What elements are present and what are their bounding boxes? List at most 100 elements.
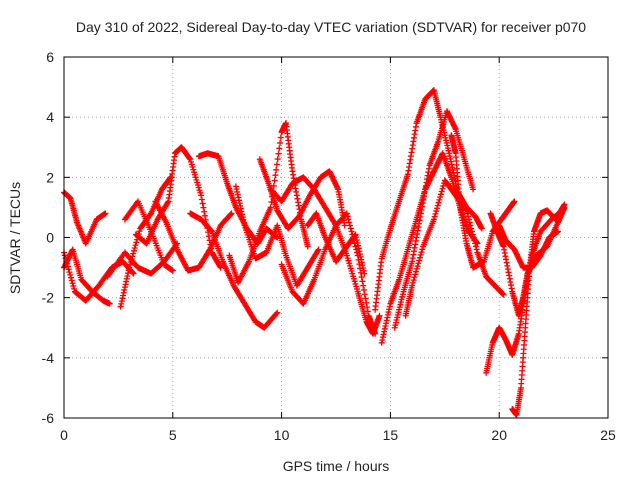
series-track-25 (496, 222, 561, 271)
y-tick-label: 6 (46, 49, 54, 65)
data-point (341, 222, 348, 229)
data-point (471, 237, 478, 244)
data-point (364, 304, 371, 311)
series-track-6 (121, 198, 176, 274)
data-point (127, 261, 134, 268)
data-point (343, 210, 350, 217)
data-point (409, 279, 416, 286)
data-point (70, 283, 77, 290)
data-point (71, 285, 78, 292)
data-point (432, 210, 439, 217)
data-point (419, 246, 426, 253)
data-point (127, 258, 134, 265)
data-point (344, 213, 351, 220)
data-point (348, 228, 355, 235)
data-point (267, 204, 274, 211)
data-point (130, 250, 137, 257)
data-point (468, 225, 475, 232)
data-point (274, 309, 281, 316)
data-point (437, 191, 444, 198)
data-point (413, 265, 420, 272)
data-point (462, 206, 469, 213)
data-point (364, 308, 371, 315)
data-point (469, 231, 476, 238)
data-point (69, 280, 76, 287)
data-point (438, 188, 445, 195)
data-point (68, 277, 75, 284)
data-point (275, 150, 282, 157)
data-point (413, 268, 420, 275)
data-point (361, 291, 368, 298)
data-point (277, 134, 284, 141)
data-point (414, 263, 421, 270)
data-point (133, 239, 140, 246)
data-point (434, 202, 441, 209)
data-point (434, 205, 441, 212)
y-tick-label: 4 (46, 109, 54, 125)
data-point (470, 186, 477, 193)
y-tick-label: 2 (46, 169, 54, 185)
data-point (412, 271, 419, 278)
data-point (64, 260, 71, 267)
data-point (466, 219, 473, 226)
y-tick-label: -2 (42, 290, 55, 306)
data-point (65, 266, 72, 273)
data-point (478, 225, 485, 232)
data-point (416, 257, 423, 264)
x-tick-label: 20 (491, 427, 507, 443)
data-point (409, 282, 416, 289)
data-point (277, 139, 284, 146)
x-tick-label: 0 (60, 427, 68, 443)
data-point (437, 194, 444, 201)
data-point (131, 245, 138, 252)
data-point (345, 216, 352, 223)
data-point (417, 251, 424, 258)
data-point (67, 274, 74, 281)
series-track-19 (391, 108, 477, 331)
data-point (201, 212, 208, 219)
data-point (227, 211, 234, 218)
series-track-10 (187, 210, 281, 331)
x-tick-label: 10 (274, 427, 290, 443)
data-point (274, 156, 281, 163)
data-point (201, 208, 208, 215)
data-point (132, 242, 139, 249)
data-point (130, 270, 137, 277)
x-tick-label: 5 (169, 427, 177, 443)
data-point (346, 222, 353, 229)
data-point (376, 312, 383, 319)
data-point (465, 216, 472, 223)
series-track-12 (232, 183, 322, 289)
series-track-16 (304, 210, 368, 277)
data-point (347, 225, 354, 232)
data-point (410, 277, 417, 284)
data-point (273, 166, 280, 173)
data-point (346, 219, 353, 226)
data-point (415, 260, 422, 267)
data-point (128, 256, 135, 263)
chart-title: Day 310 of 2022, Sidereal Day-to-day VTE… (76, 19, 586, 35)
data-point (464, 210, 471, 217)
data-point (440, 182, 447, 189)
data-point (273, 310, 280, 317)
series-track-1 (61, 189, 109, 247)
data-point (358, 274, 365, 281)
series-track-17 (372, 87, 485, 313)
data-point (273, 161, 280, 168)
data-point (208, 227, 215, 234)
data-point (271, 177, 278, 184)
x-tick-label: 15 (383, 427, 399, 443)
data-point (200, 204, 207, 211)
data-point (467, 222, 474, 229)
data-point (418, 249, 425, 256)
data-point (411, 274, 418, 281)
y-tick-label: -4 (42, 350, 55, 366)
series-track-13 (256, 156, 348, 232)
data-point (217, 264, 224, 271)
x-axis-label: GPS time / hours (283, 458, 390, 474)
data-point (363, 299, 370, 306)
data-point (198, 192, 205, 199)
data-point (511, 198, 518, 205)
data-point (126, 264, 133, 271)
